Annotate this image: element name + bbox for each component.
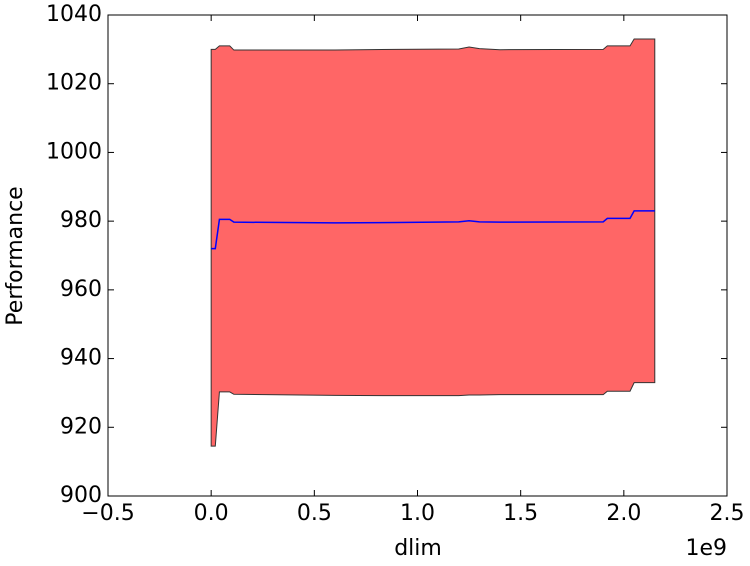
- x-tick-label: 0.5: [297, 501, 332, 526]
- x-tick-label: 0.0: [194, 501, 229, 526]
- y-tick-label: 920: [60, 414, 102, 439]
- y-tick-label: 900: [60, 483, 102, 508]
- y-axis-label: Performance: [3, 186, 28, 325]
- x-axis-label: dlim: [394, 536, 442, 561]
- y-tick-label: 1040: [46, 2, 102, 27]
- x-tick-label: 2.5: [710, 501, 745, 526]
- mean-line: [211, 210, 655, 250]
- x-tick-label: −0.5: [81, 501, 134, 526]
- band-area: [210, 38, 656, 447]
- y-tick-label: 960: [60, 277, 102, 302]
- x-tick-label: 1.0: [400, 501, 435, 526]
- x-tick-label: 2.0: [606, 501, 641, 526]
- y-tick-label: 940: [60, 346, 102, 371]
- y-tick-label: 1020: [46, 71, 102, 96]
- y-tick-label: 1000: [46, 139, 102, 164]
- y-tick-label: 980: [60, 208, 102, 233]
- x-offset-label: 1e9: [685, 536, 727, 561]
- x-tick-label: 1.5: [503, 501, 538, 526]
